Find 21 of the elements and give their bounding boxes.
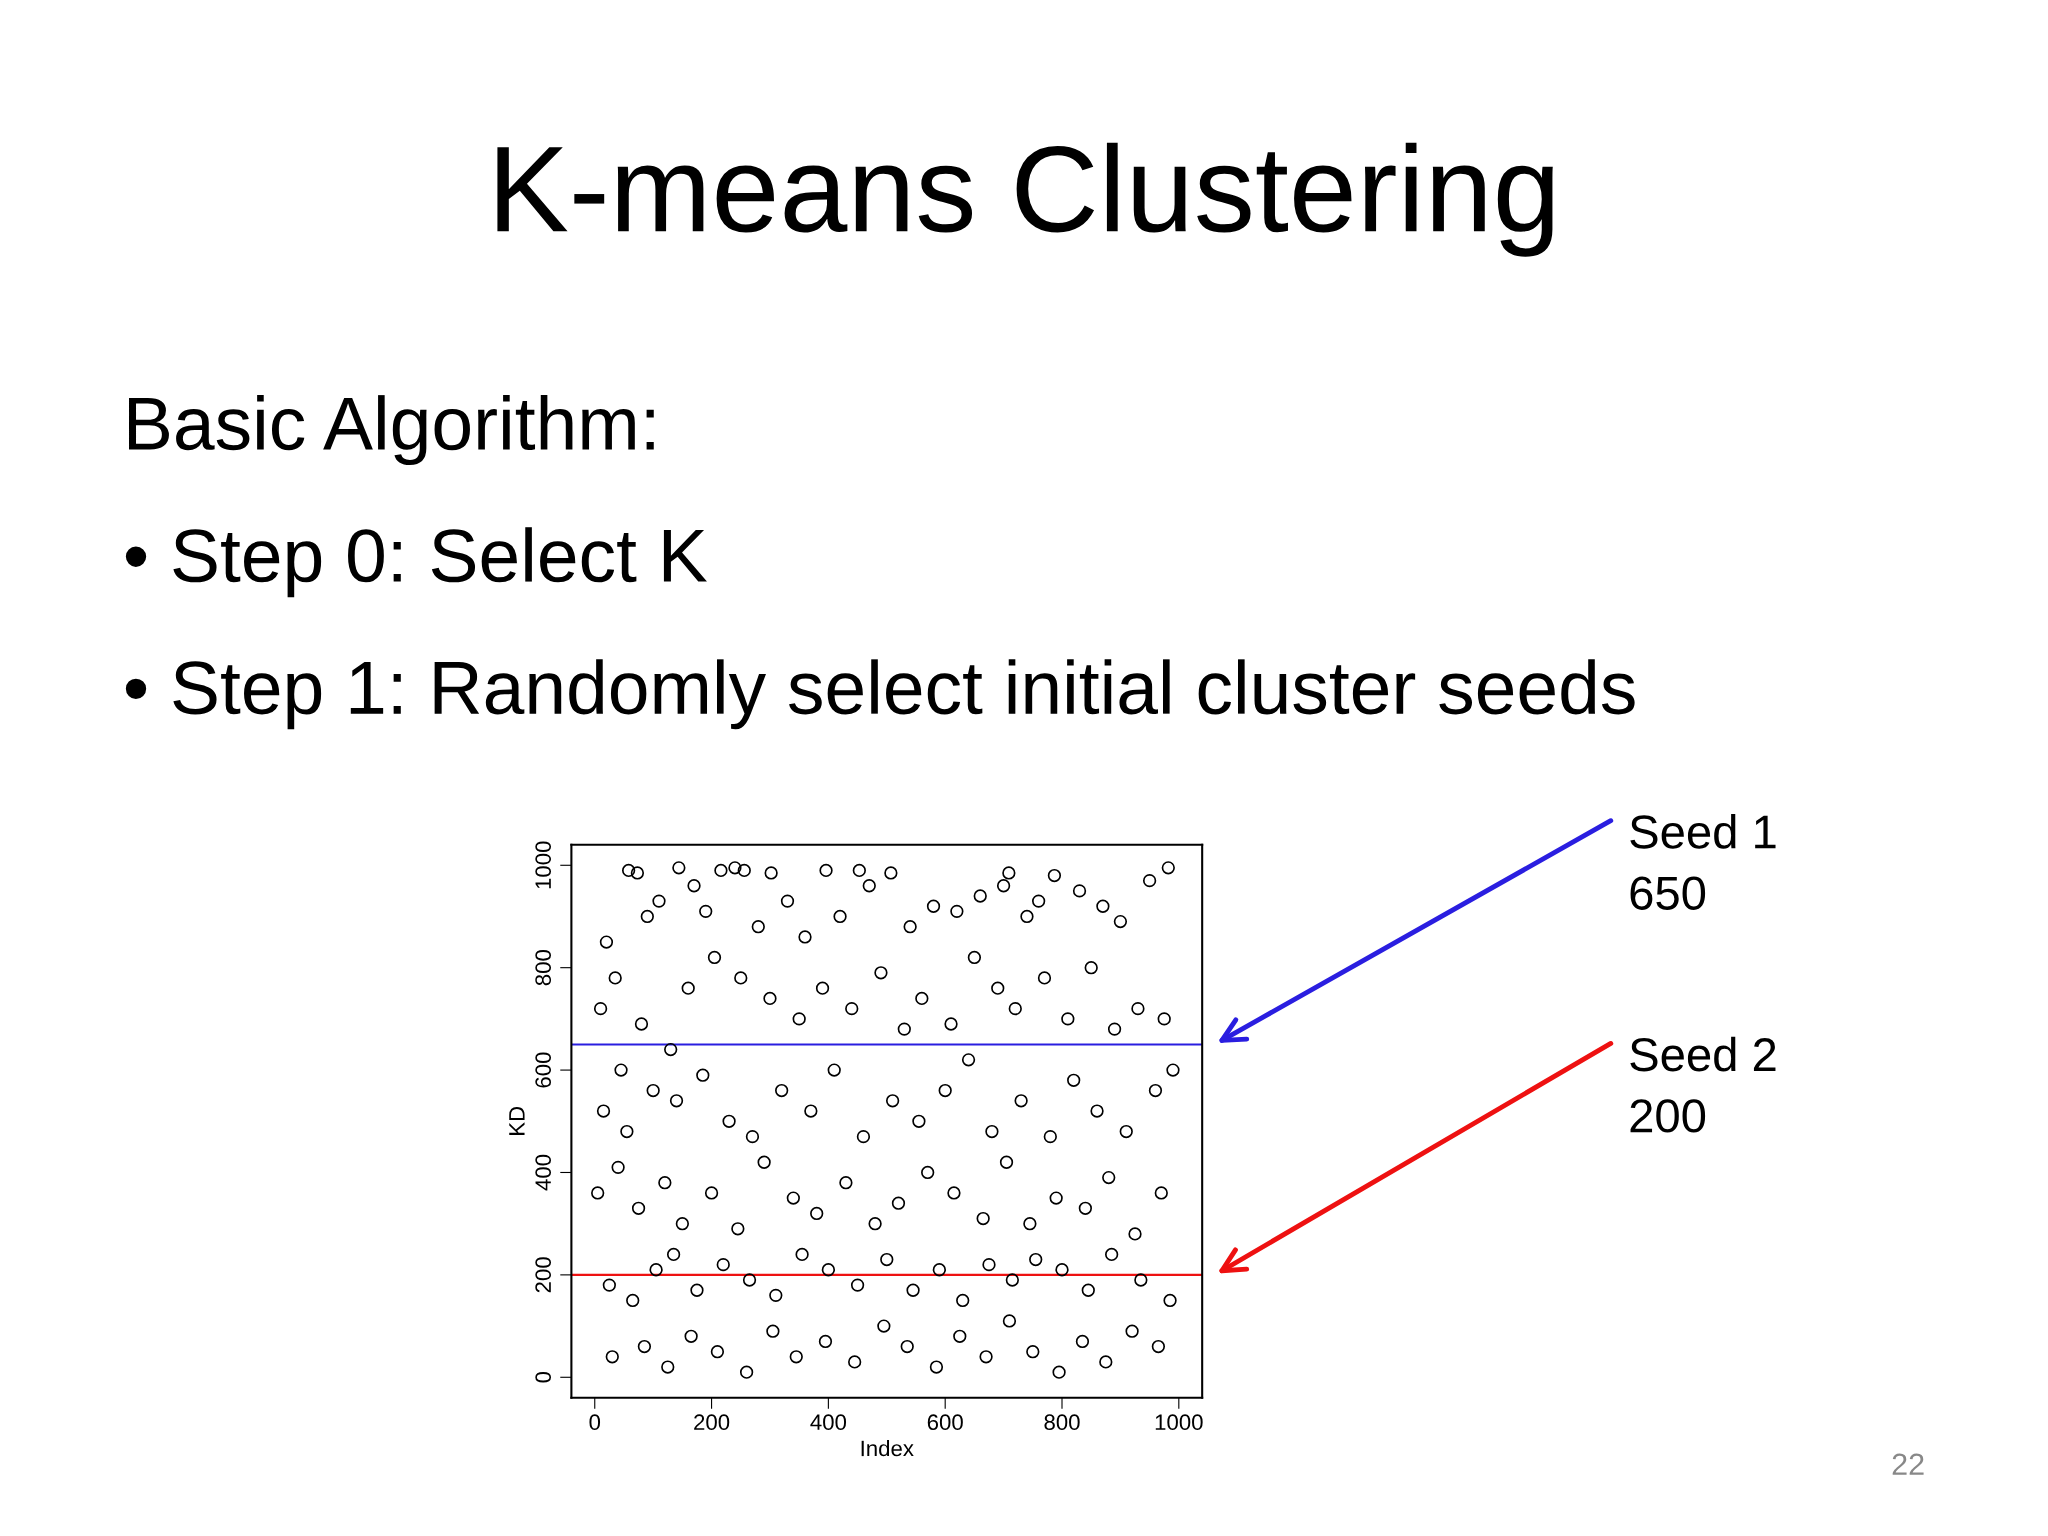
x-tick-label: 600 [927,1414,963,1431]
y-tick-label: 600 [535,1052,552,1088]
text: • Step 1: Randomly select initial cluster seeds [125,659,1635,730]
y-tick-label: 1000 [535,841,552,889]
text: Seed 2 200 [1630,1036,1776,1133]
text: Seed 1 650 [1630,814,1776,910]
x-tick-label: 400 [810,1414,847,1431]
text: • Step 0: Select K [125,527,707,598]
text: Basic Algorithm: [129,395,654,466]
x-tick-label: 200 [694,1414,730,1431]
x-tick-label: 800 [1044,1414,1080,1431]
chart-title: K-means Clustering [497,142,1553,257]
y-tick-label: 200 [535,1257,552,1293]
y-tick-label: 0 [535,1371,552,1383]
y-axis-title: KD [509,1106,525,1135]
text: 22 [1892,1453,1924,1475]
x-axis-title: Index [861,1440,914,1457]
x-tick-label: 0 [589,1414,601,1431]
x-tick-label: 1000 [1155,1414,1203,1431]
y-tick-label: 800 [535,950,552,986]
y-tick-label: 400 [535,1154,552,1191]
